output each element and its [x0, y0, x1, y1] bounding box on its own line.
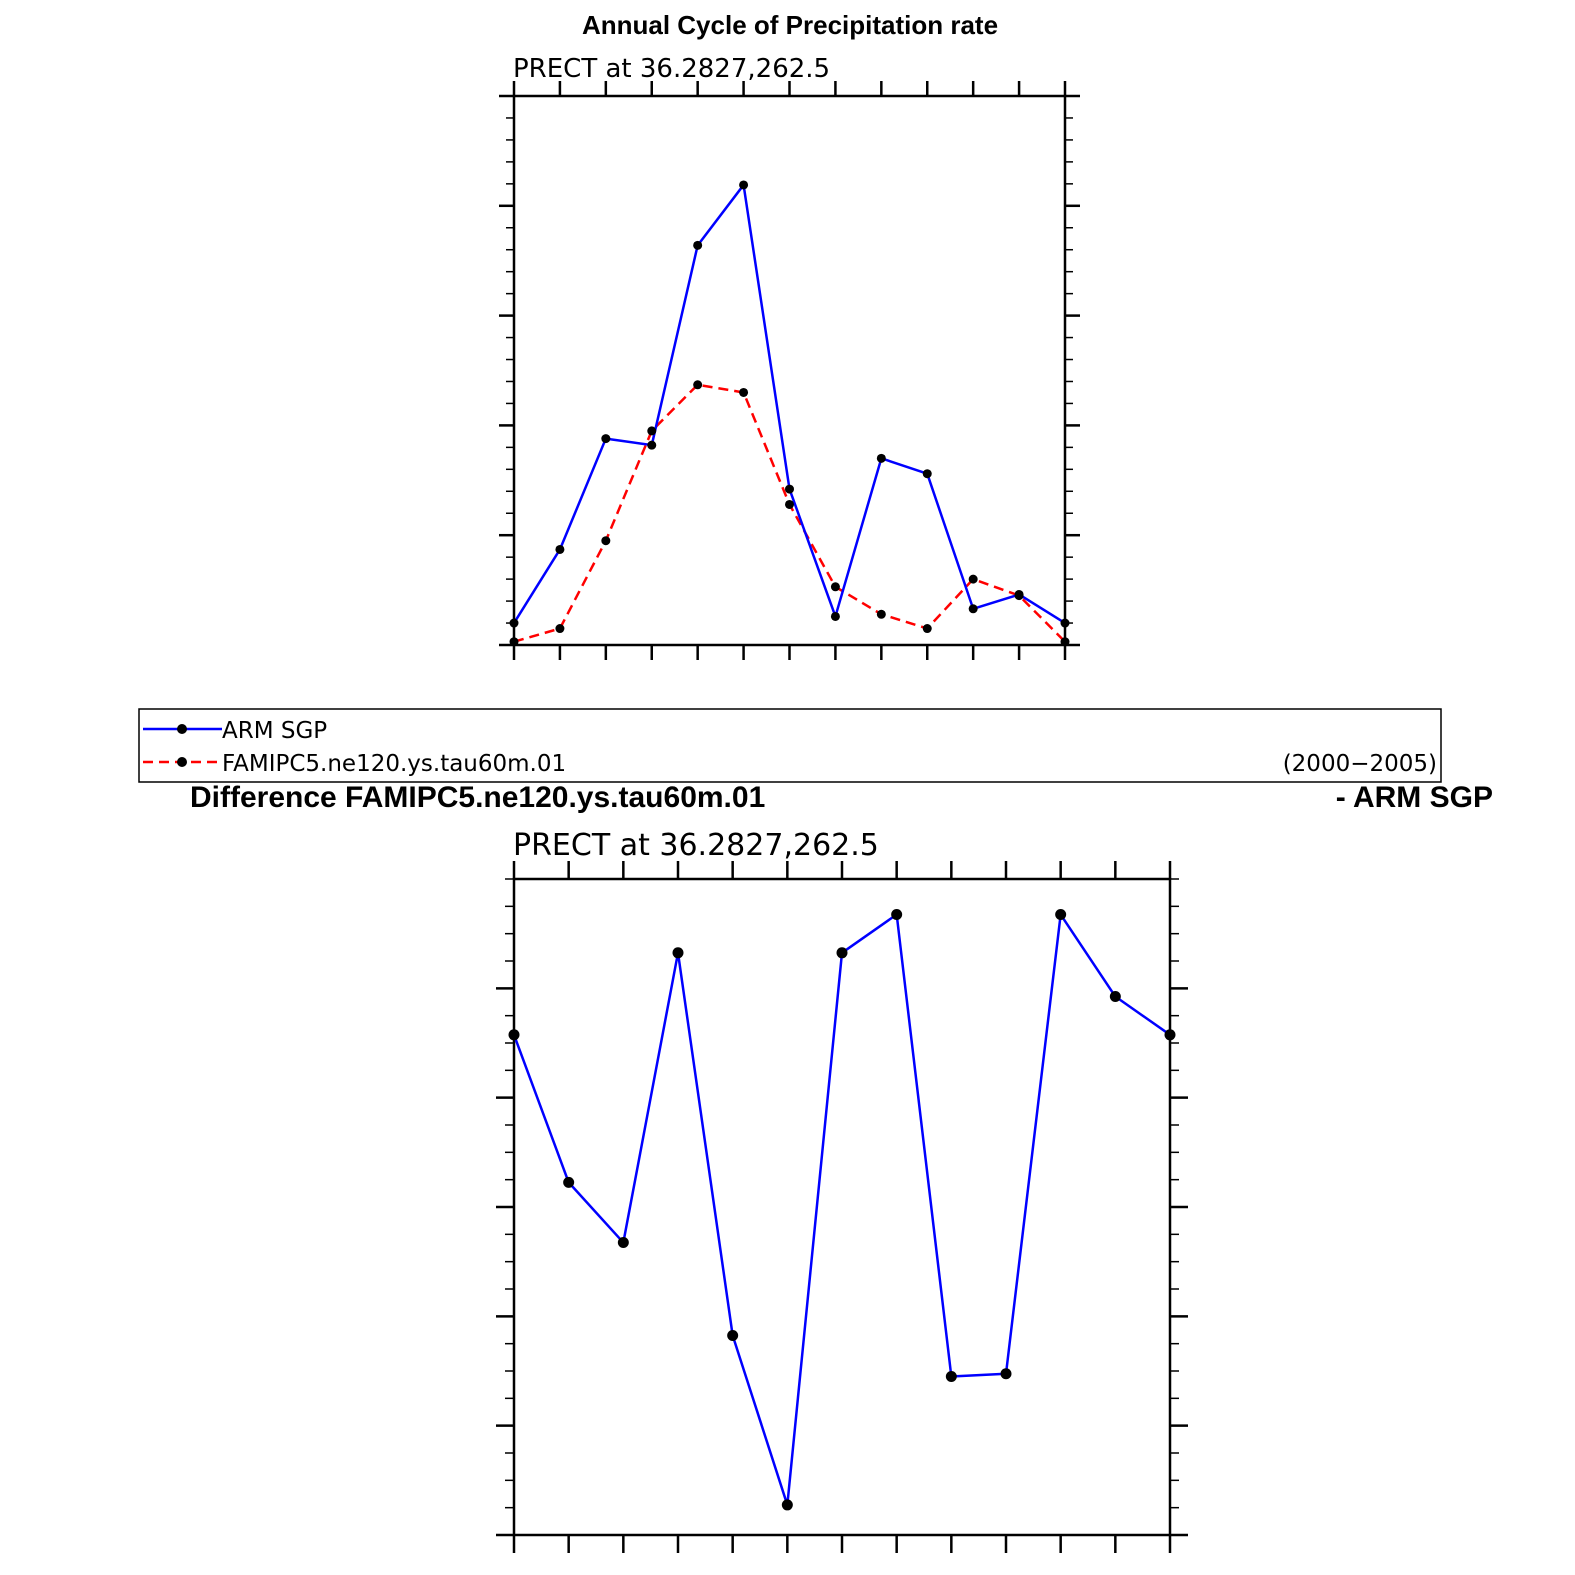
legend: ARM SGP FAMIPC5.ne120.ys.tau60m.01 (2000…	[138, 708, 1442, 783]
data-point-series-1	[922, 624, 932, 634]
data-point-series-0	[945, 1370, 957, 1382]
data-point-series-0	[509, 618, 519, 628]
data-point-series-0	[693, 240, 703, 250]
series-line-0	[512, 913, 1171, 1507]
legend-entry-arm-sgp: ARM SGP	[222, 718, 327, 744]
data-point-series-1	[785, 499, 794, 509]
bottom-chart-subtitle: PRECT at 36.2827,262.5	[513, 828, 879, 863]
data-point-series-0	[891, 909, 903, 921]
bottom-chart-title-right: - ARM SGP	[1336, 781, 1493, 814]
data-point-series-0	[922, 469, 932, 479]
data-point-series-0	[785, 484, 794, 494]
data-point-series-0	[836, 947, 848, 959]
data-point-series-0	[1109, 991, 1121, 1003]
series-line-0	[512, 183, 1066, 625]
data-point-series-1	[876, 609, 886, 619]
data-point-series-1	[601, 536, 611, 546]
data-point-series-0	[727, 1329, 739, 1341]
data-point-series-0	[617, 1237, 629, 1249]
legend-entry-model: FAMIPC5.ne120.ys.tau60m.01	[222, 751, 566, 777]
data-point-series-0	[830, 611, 840, 621]
data-point-series-0	[555, 544, 565, 554]
data-point-series-0	[672, 947, 684, 959]
bottom-plot-area	[496, 861, 1188, 1553]
bottom-chart-title-left: Difference FAMIPC5.ne120.ys.tau60m.01	[190, 781, 765, 814]
data-point-series-0	[876, 453, 886, 463]
legend-box	[138, 708, 1442, 783]
top-plot-area	[499, 81, 1080, 660]
data-point-series-0	[1055, 909, 1067, 921]
data-point-series-1	[693, 380, 703, 390]
data-point-series-0	[508, 1029, 520, 1041]
top-chart-title: Annual Cycle of Precipitation rate	[582, 10, 998, 40]
data-point-series-0	[647, 440, 657, 450]
data-point-series-1	[509, 637, 519, 647]
plot-frame	[512, 877, 1172, 1537]
data-point-series-0	[739, 180, 749, 190]
data-point-series-1	[739, 387, 749, 397]
data-point-series-1	[555, 624, 565, 634]
top-chart-subtitle: PRECT at 36.2827,262.5	[513, 54, 830, 84]
data-point-series-0	[1060, 618, 1070, 628]
data-point-series-1	[1014, 591, 1024, 601]
data-point-series-1	[968, 574, 978, 584]
data-point-series-0	[968, 604, 978, 614]
data-point-series-0	[601, 434, 611, 444]
data-point-series-1	[647, 426, 657, 436]
series-line-1	[513, 383, 1066, 643]
data-point-series-0	[781, 1499, 793, 1511]
data-point-series-0	[563, 1176, 575, 1188]
plot-frame	[512, 94, 1067, 647]
legend-period: (2000−2005)	[1283, 751, 1437, 777]
data-point-series-1	[830, 582, 840, 592]
data-point-series-0	[1164, 1029, 1176, 1041]
data-point-series-1	[1060, 637, 1070, 647]
legend-arm-marker	[177, 724, 187, 734]
legend-model-marker	[177, 757, 187, 767]
data-point-series-0	[1000, 1368, 1012, 1380]
